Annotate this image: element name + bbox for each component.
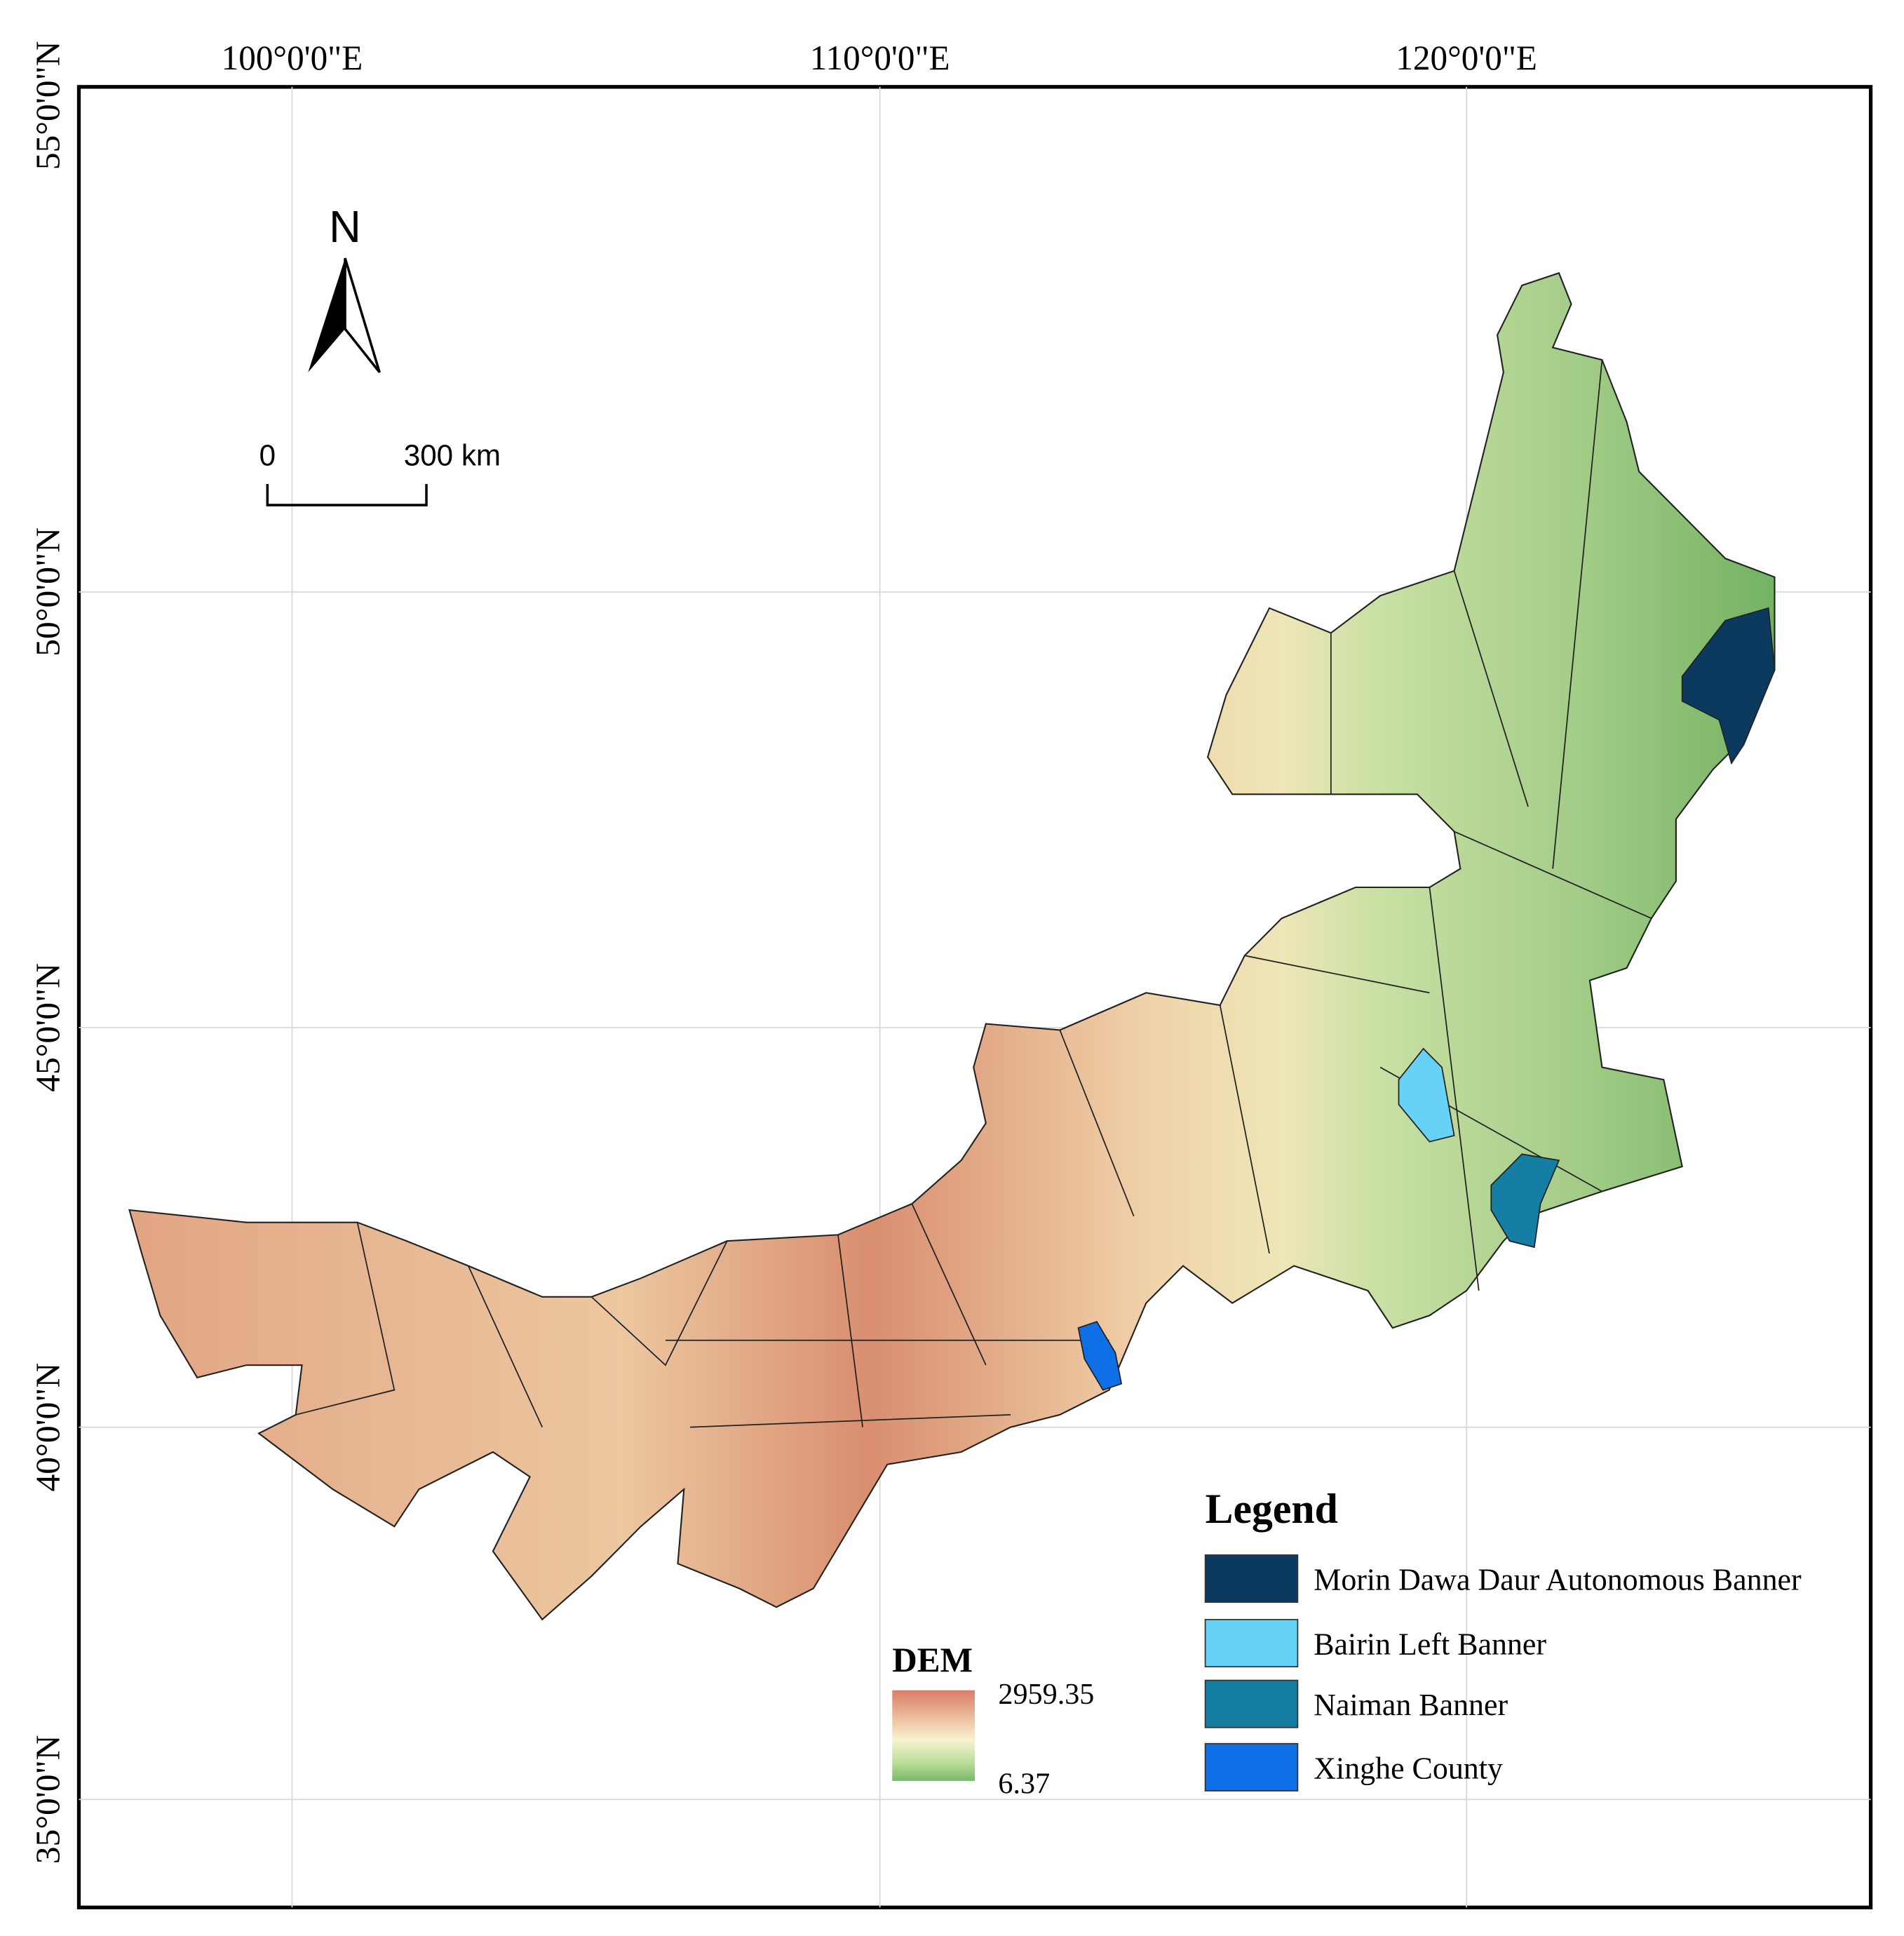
lat-label: 50°0'0"N [28, 527, 67, 657]
highlight-region [1077, 1321, 1123, 1391]
lat-label: 55°0'0"N [28, 41, 67, 170]
legend-swatch [1204, 1618, 1299, 1667]
dem-title: DEM [892, 1641, 973, 1679]
legend-swatch [1204, 1554, 1299, 1603]
dem-ramp [892, 1690, 975, 1781]
north-arrow: N [308, 203, 381, 373]
legend-label: Xinghe County [1314, 1751, 1503, 1785]
highlight-region [1398, 1047, 1455, 1143]
district-borders [295, 359, 1652, 1428]
lat-label: 40°0'0"N [28, 1363, 67, 1492]
lon-label: 110°0'0"E [810, 39, 950, 77]
lon-label: 100°0'0"E [222, 39, 363, 77]
legend: Legend Morin Dawa Daur Autonomous Banner… [1204, 1486, 1802, 1792]
arrow-left [308, 258, 346, 372]
lat-label: 35°0'0"N [28, 1735, 67, 1864]
legend-title: Legend [1206, 1486, 1338, 1532]
legend-swatch [1204, 1742, 1299, 1792]
lat-label: 45°0'0"N [28, 963, 67, 1092]
highlight-region [1681, 607, 1776, 765]
arrow-right [344, 257, 381, 373]
scale-bar: 0 300 km [259, 438, 501, 506]
lon-label: 120°0'0"E [1396, 39, 1537, 77]
legend-label: Morin Dawa Daur Autonomous Banner [1314, 1562, 1802, 1596]
legend-swatch [1204, 1679, 1299, 1728]
district-border [295, 359, 1652, 1428]
north-label: N [329, 203, 361, 252]
scale-line [266, 484, 428, 506]
legend-label: Naiman Banner [1314, 1688, 1508, 1722]
scale-start: 0 [259, 438, 276, 471]
dem-max: 2959.35 [998, 1678, 1094, 1711]
dem-min: 6.37 [998, 1767, 1050, 1800]
legend-label: Bairin Left Banner [1314, 1627, 1546, 1661]
dem-legend: DEM 2959.35 6.37 [892, 1641, 1094, 1801]
scale-end: 300 km [404, 438, 501, 471]
highlight-region [1490, 1153, 1560, 1249]
